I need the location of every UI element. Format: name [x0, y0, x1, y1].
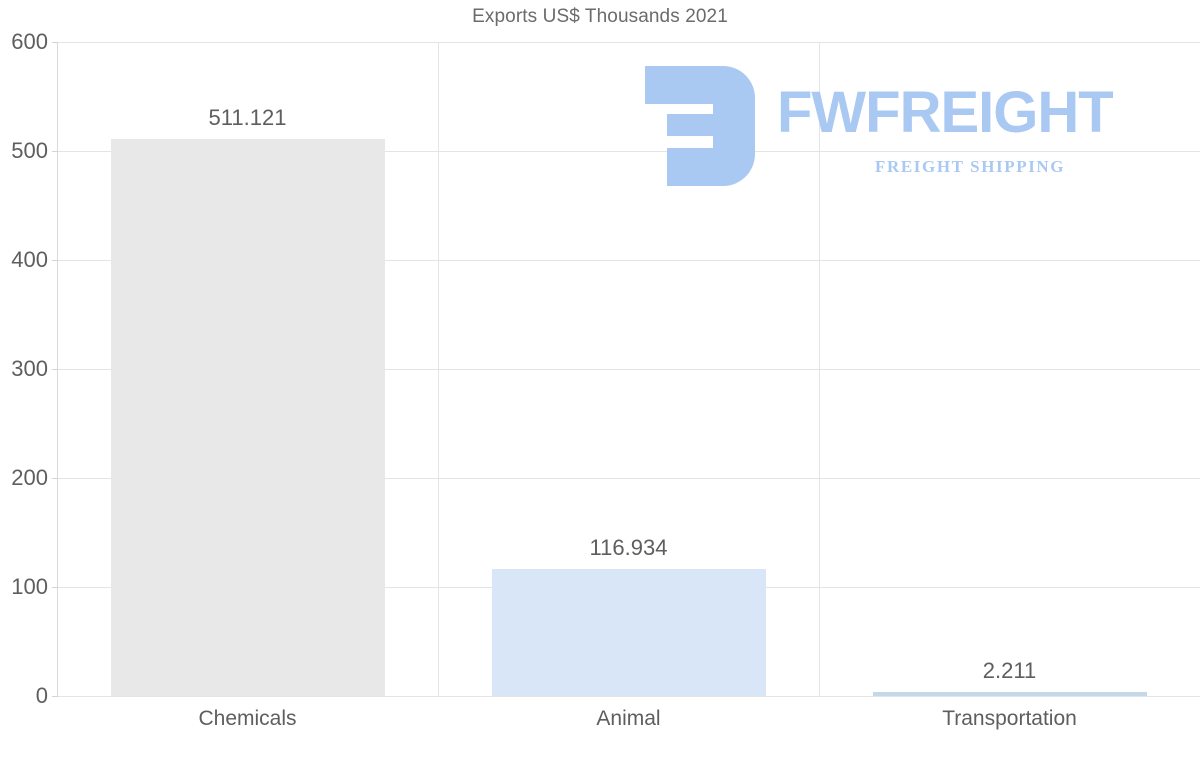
gridline-vertical	[438, 42, 439, 696]
x-axis-tick-label: Animal	[596, 707, 661, 730]
y-axis-tick-mark	[52, 696, 58, 697]
gridline-horizontal	[57, 151, 1200, 152]
y-axis-tick-mark	[52, 260, 58, 261]
y-axis-tick-mark	[52, 478, 58, 479]
bar-animal[interactable]	[492, 569, 766, 696]
x-axis-tick-label: Chemicals	[198, 707, 297, 730]
y-axis-tick-label: 100	[11, 574, 48, 599]
bar-value-label: 511.121	[208, 105, 287, 130]
y-axis-tick-label: 600	[11, 29, 48, 54]
y-axis-tick-label: 200	[11, 465, 48, 490]
gridline-horizontal	[57, 260, 1200, 261]
y-axis-tick-label: 500	[11, 138, 48, 163]
bar-chemicals[interactable]	[111, 139, 385, 696]
y-axis-tick-label: 400	[11, 247, 48, 272]
x-axis-tick-label: Transportation	[942, 707, 1077, 730]
plot-area	[57, 42, 1200, 697]
y-axis-tick-mark	[52, 151, 58, 152]
chart-title: Exports US$ Thousands 2021	[472, 6, 728, 27]
bar-value-label: 116.934	[589, 535, 668, 560]
gridline-vertical	[819, 42, 820, 696]
bar-transportation[interactable]	[873, 692, 1147, 696]
y-axis-tick-label: 0	[35, 683, 48, 708]
y-axis-tick-mark	[52, 42, 58, 43]
bar-value-label: 2.211	[982, 658, 1037, 683]
y-axis-tick-mark	[52, 587, 58, 588]
gridline-horizontal	[57, 369, 1200, 370]
gridline-horizontal	[57, 42, 1200, 43]
y-axis-tick-mark	[52, 369, 58, 370]
gridline-horizontal	[57, 696, 1200, 697]
y-axis-tick-label: 300	[11, 356, 48, 381]
gridline-horizontal	[57, 478, 1200, 479]
